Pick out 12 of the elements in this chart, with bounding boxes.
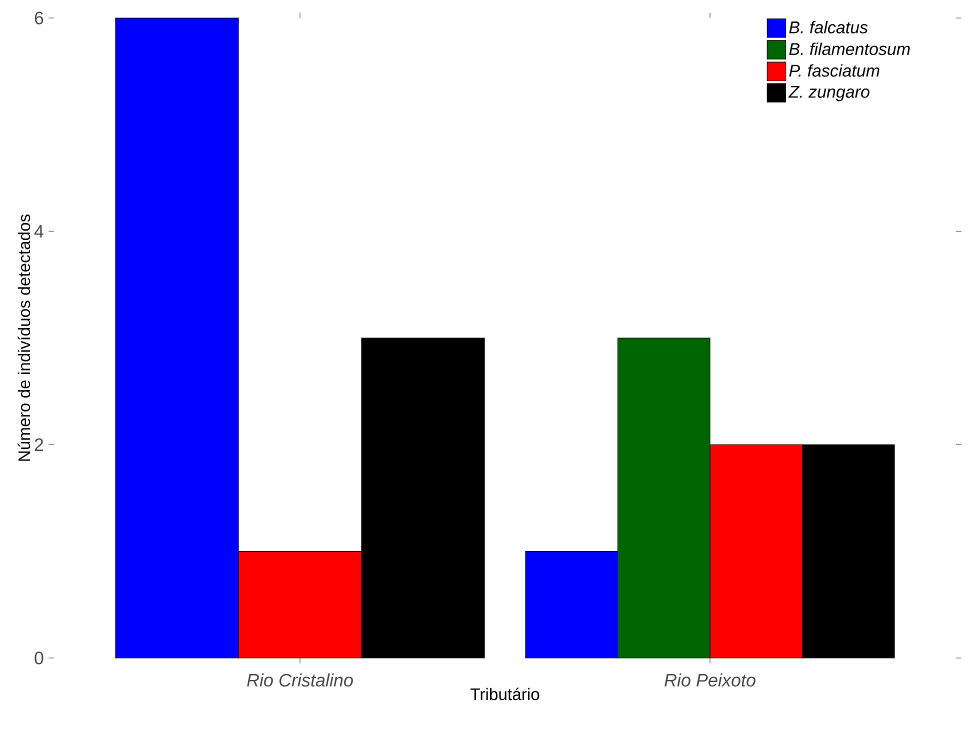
y-tick-label: 6 [34, 12, 44, 24]
x-axis-title: Tributário [470, 688, 540, 700]
legend-label: P. fasciatum [789, 64, 880, 77]
legend-label: B. falcatus [789, 20, 868, 34]
y-axis-title: Número de indivíduos detectados [18, 214, 30, 461]
y-tick-label: 0 [34, 652, 44, 664]
x-tick-label: Rio Cristalino [247, 673, 353, 687]
y-tick-label: 2 [34, 438, 44, 451]
legend-label: Z. zungaro [788, 86, 870, 102]
legend-label: B. filamentosum [789, 42, 910, 56]
x-tick-label: Rio Peixoto [664, 673, 756, 687]
y-tick-label: 4 [34, 225, 44, 238]
